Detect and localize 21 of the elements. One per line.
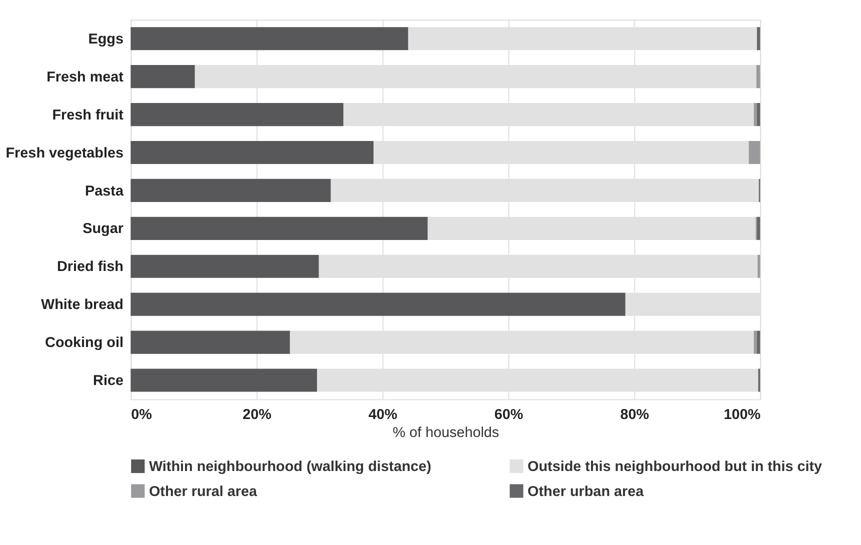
y-tick-label: Fresh fruit bbox=[52, 107, 124, 124]
y-tick-label: Dried fish bbox=[57, 259, 124, 276]
x-tick-label: 80% bbox=[620, 406, 650, 423]
legend-label: Other urban area bbox=[528, 484, 645, 500]
legend-label: Other rural area bbox=[148, 484, 258, 500]
x-tick-label: 100% bbox=[724, 406, 761, 423]
y-tick-label: White bread bbox=[41, 297, 124, 314]
y-tick-label: Sugar bbox=[82, 221, 124, 238]
legend-label: Outside this neighbourhood but in this city bbox=[528, 459, 822, 476]
y-tick-label: Fresh vegetables bbox=[6, 145, 124, 162]
y-tick-label: Pasta bbox=[85, 183, 124, 200]
y-tick-label: Cooking oil bbox=[45, 335, 124, 352]
x-tick-label: 20% bbox=[242, 406, 272, 423]
x-axis-title: % of households bbox=[392, 425, 500, 442]
x-tick-label: 60% bbox=[494, 406, 524, 423]
legend-label: Within neighbourhood (walking distance) bbox=[148, 459, 432, 476]
x-tick-label: 0% bbox=[131, 406, 152, 423]
x-tick-label: 40% bbox=[368, 406, 398, 423]
y-tick-label: Fresh meat bbox=[46, 69, 124, 86]
y-tick-label: Eggs bbox=[88, 31, 124, 48]
y-tick-label: Rice bbox=[93, 373, 124, 390]
